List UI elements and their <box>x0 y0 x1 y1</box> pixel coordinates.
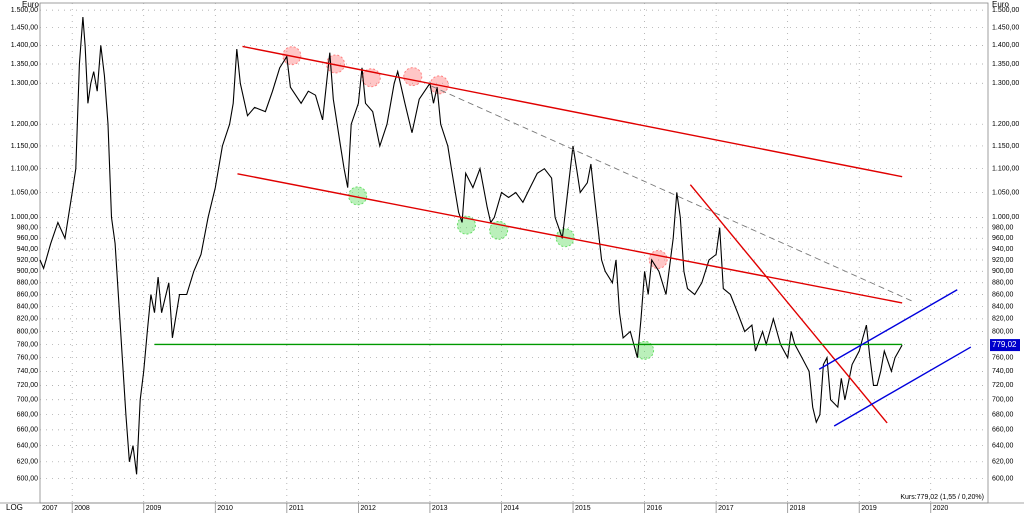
x-tick-label: 2019 <box>861 505 877 512</box>
y2-axis-label: Euro <box>992 0 1009 9</box>
y-tick-label: 620,00 <box>17 459 39 466</box>
y2-tick-label: 1.050,00 <box>992 189 1019 196</box>
y-tick-label: 900,00 <box>17 268 39 275</box>
y-tick-label: 720,00 <box>17 382 39 389</box>
y-axis-label: Euro <box>22 0 39 9</box>
price-annotation: Kurs:779,02 (1,55 / 0,20%) <box>900 494 984 501</box>
y2-tick-label: 680,00 <box>992 411 1014 418</box>
y-tick-label: 1.300,00 <box>11 80 38 87</box>
y2-tick-label: 660,00 <box>992 427 1014 434</box>
trend-line <box>833 346 972 427</box>
x-tick-label: 2009 <box>146 505 162 512</box>
y2-tick-label: 1.500,00 <box>992 7 1019 14</box>
x-tick-label: 2011 <box>289 505 304 512</box>
y2-tick-label: 840,00 <box>992 303 1014 310</box>
scale-label: LOG <box>6 503 23 512</box>
current-price-label: 779,02 <box>992 340 1017 349</box>
y2-tick-label: 960,00 <box>992 235 1014 242</box>
y-tick-label: 1.000,00 <box>11 214 38 221</box>
price-line <box>39 16 903 475</box>
y2-tick-label: 620,00 <box>992 459 1014 466</box>
y2-tick-label: 940,00 <box>992 246 1014 253</box>
x-tick-label: 2007 <box>42 505 58 512</box>
highlight-circle <box>403 67 423 87</box>
y-tick-label: 820,00 <box>17 316 39 323</box>
y-tick-label: 1.400,00 <box>11 42 38 49</box>
y2-tick-label: 640,00 <box>992 442 1014 449</box>
y2-tick-label: 800,00 <box>992 328 1014 335</box>
y-tick-label: 940,00 <box>17 246 39 253</box>
y2-tick-label: 1.300,00 <box>992 80 1019 87</box>
y-tick-label: 660,00 <box>17 427 39 434</box>
y-tick-label: 600,00 <box>17 475 39 482</box>
y2-tick-label: 1.350,00 <box>992 61 1019 68</box>
y2-tick-label: 760,00 <box>992 355 1014 362</box>
y-tick-label: 1.050,00 <box>11 189 38 196</box>
y-tick-label: 1.100,00 <box>11 166 38 173</box>
y-tick-label: 760,00 <box>17 355 39 362</box>
trend-line <box>431 85 913 302</box>
y2-tick-label: 700,00 <box>992 397 1014 404</box>
y-tick-label: 960,00 <box>17 235 39 242</box>
y-tick-label: 980,00 <box>17 225 39 232</box>
y-tick-label: 1.350,00 <box>11 61 38 68</box>
x-tick-label: 2018 <box>790 505 806 512</box>
y2-tick-label: 920,00 <box>992 257 1014 264</box>
y2-tick-label: 820,00 <box>992 316 1014 323</box>
y-tick-label: 640,00 <box>17 442 39 449</box>
y2-tick-label: 1.150,00 <box>992 143 1019 150</box>
y-tick-label: 840,00 <box>17 303 39 310</box>
y-tick-label: 880,00 <box>17 280 39 287</box>
y-tick-label: 1.450,00 <box>11 24 38 31</box>
x-tick-label: 2013 <box>432 505 448 512</box>
current-price-box <box>990 339 1020 352</box>
y-tick-label: 920,00 <box>17 257 39 264</box>
x-tick-label: 2014 <box>503 505 519 512</box>
x-tick-label: 2012 <box>360 505 376 512</box>
y2-tick-label: 600,00 <box>992 475 1014 482</box>
y-tick-label: 700,00 <box>17 397 39 404</box>
trend-line <box>237 173 903 304</box>
y2-tick-label: 1.400,00 <box>992 42 1019 49</box>
y2-tick-label: 740,00 <box>992 368 1014 375</box>
y-tick-label: 780,00 <box>17 341 39 348</box>
x-tick-label: 2010 <box>217 505 233 512</box>
y-tick-label: 1.200,00 <box>11 121 38 128</box>
x-tick-label: 2020 <box>933 505 949 512</box>
y-tick-label: 740,00 <box>17 368 39 375</box>
trend-line <box>818 289 958 370</box>
y-tick-label: 1.500,00 <box>11 7 38 14</box>
y2-tick-label: 880,00 <box>992 280 1014 287</box>
x-tick-label: 2016 <box>647 505 663 512</box>
y2-tick-label: 720,00 <box>992 382 1014 389</box>
y-tick-label: 800,00 <box>17 328 39 335</box>
trend-line <box>242 45 903 178</box>
y2-tick-label: 1.450,00 <box>992 24 1019 31</box>
plot-frame <box>39 2 989 504</box>
x-tick-label: 2008 <box>74 505 90 512</box>
y2-tick-label: 980,00 <box>992 225 1014 232</box>
y-tick-label: 680,00 <box>17 411 39 418</box>
y-tick-label: 860,00 <box>17 291 39 298</box>
y2-tick-label: 1.100,00 <box>992 166 1019 173</box>
x-tick-label: 2015 <box>575 505 591 512</box>
y2-tick-label: 900,00 <box>992 268 1014 275</box>
y2-tick-label: 1.000,00 <box>992 214 1019 221</box>
y2-tick-label: 1.200,00 <box>992 121 1019 128</box>
trend-line <box>689 184 888 424</box>
y2-tick-label: 860,00 <box>992 291 1014 298</box>
y-tick-label: 1.150,00 <box>11 143 38 150</box>
x-tick-label: 2017 <box>718 505 734 512</box>
